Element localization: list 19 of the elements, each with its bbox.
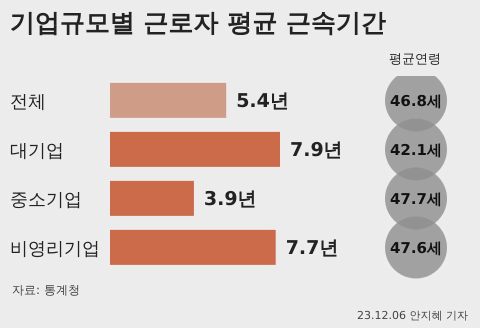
data-label: 3.9년 bbox=[204, 188, 257, 210]
chart-title: 기업규모별 근로자 평균 근속기간 bbox=[10, 7, 386, 39]
text: 47.6세 bbox=[388, 238, 443, 258]
data-label: 5.4년 bbox=[236, 90, 289, 112]
y-tick-label: 대기업 bbox=[10, 140, 64, 162]
text: 46.8세 bbox=[388, 90, 443, 110]
y-tick-label: 비영리기업 bbox=[10, 238, 100, 260]
text: 42.1세 bbox=[388, 140, 443, 160]
text: 47.7세 bbox=[388, 188, 443, 208]
bar bbox=[110, 230, 276, 265]
y-tick-label: 중소기업 bbox=[10, 190, 82, 210]
text: 평균연령 bbox=[388, 51, 442, 68]
bar bbox=[110, 180, 194, 216]
text: 자료: 통계청 bbox=[12, 282, 80, 299]
text: 23.12.06 안지혜 기자 bbox=[357, 308, 468, 323]
bar bbox=[110, 82, 226, 118]
data-label: 7.7년 bbox=[286, 237, 338, 260]
bar bbox=[110, 132, 280, 167]
y-tick-label: 전체 bbox=[10, 92, 46, 112]
